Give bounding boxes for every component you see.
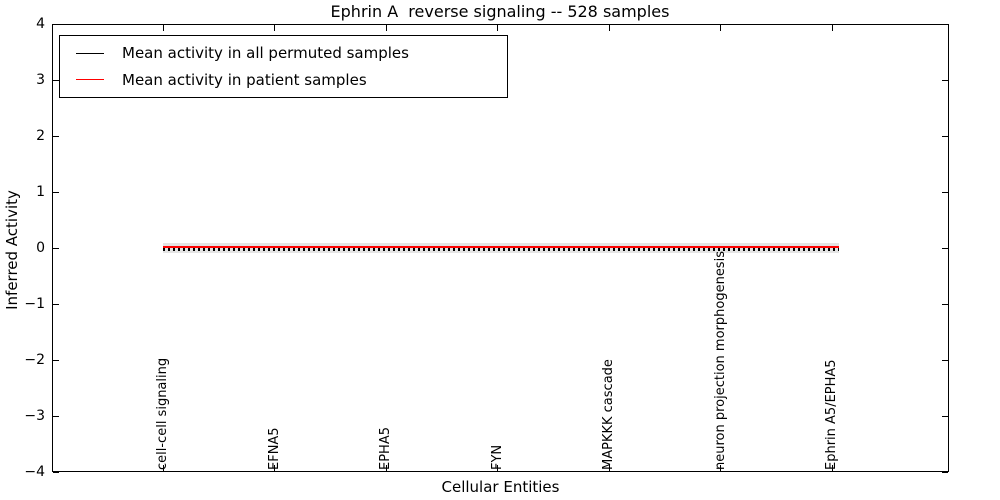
- y-tick-mark-left: [53, 303, 59, 305]
- y-tick-mark-right: [942, 23, 948, 25]
- legend-item: Mean activity in patient samples: [76, 71, 507, 89]
- legend-line-sample: [76, 52, 104, 55]
- y-tick-mark-right: [942, 359, 948, 361]
- x-tick-label: Ephrin A5/EPHA5: [824, 359, 839, 470]
- patient-mean-series-line: [163, 246, 839, 248]
- y-tick-label: 4: [36, 16, 45, 32]
- y-tick-mark-left: [53, 79, 59, 81]
- x-tick-mark-bottom: [274, 465, 275, 471]
- y-tick-mark-right: [942, 247, 948, 249]
- x-tick-label: cell-cell signaling: [155, 357, 170, 470]
- x-tick-mark-top: [274, 25, 275, 31]
- x-tick-mark-bottom: [497, 465, 498, 471]
- y-tick-mark-left: [53, 191, 59, 193]
- y-tick-mark-left: [53, 471, 59, 473]
- legend-rows: Mean activity in all permuted samples Mea…: [76, 36, 507, 97]
- y-tick-label: −4: [24, 464, 45, 480]
- chart-title: Ephrin A reverse signaling -- 528 sample…: [330, 2, 670, 21]
- x-tick-mark-bottom: [385, 465, 387, 471]
- y-tick-mark-right: [942, 415, 948, 417]
- x-tick-mark-top: [497, 25, 498, 31]
- y-tick-label: 1: [36, 184, 45, 200]
- legend-item-label: Mean activity in patient samples: [122, 70, 367, 89]
- y-tick-label: −1: [24, 296, 45, 312]
- y-tick-mark-right: [942, 135, 948, 137]
- y-tick-mark-left: [53, 135, 59, 137]
- y-tick-mark-left: [53, 247, 59, 249]
- x-tick-label: MAPKKK cascade: [601, 359, 616, 470]
- x-tick-mark-bottom: [162, 465, 164, 471]
- y-tick-mark-left: [53, 415, 59, 417]
- y-tick-mark-right: [942, 303, 948, 305]
- x-tick-mark-top: [162, 25, 164, 31]
- y-tick-mark-right: [942, 191, 948, 193]
- y-tick-mark-right: [942, 471, 948, 473]
- x-tick-mark-top: [385, 25, 387, 31]
- x-tick-mark-top: [608, 25, 610, 31]
- x-tick-mark-bottom: [720, 465, 721, 471]
- x-tick-mark-top: [720, 25, 721, 31]
- legend: Mean activity in all permuted samples Mea…: [59, 35, 508, 98]
- legend-item: Mean activity in all permuted samples: [76, 44, 507, 62]
- x-tick-mark-bottom: [831, 465, 833, 471]
- x-tick-label: EFNA5: [266, 427, 282, 470]
- x-tick-mark-bottom: [608, 465, 610, 471]
- y-tick-mark-left: [53, 23, 59, 25]
- x-axis-label: Cellular Entities: [441, 478, 560, 496]
- y-tick-label: 3: [36, 72, 45, 88]
- y-tick-mark-left: [53, 359, 59, 361]
- y-tick-label: −2: [24, 352, 45, 368]
- permuted-mean-series-line: [163, 247, 839, 251]
- y-tick-mark-right: [942, 79, 948, 81]
- x-tick-mark-top: [831, 25, 833, 31]
- legend-item-label: Mean activity in all permuted samples: [122, 44, 409, 63]
- x-tick-label: EPHA5: [378, 427, 393, 470]
- legend-line-sample: [76, 78, 104, 81]
- x-tick-label: neuron projection morphogenesis: [712, 251, 728, 470]
- y-tick-label: 0: [36, 240, 45, 256]
- y-tick-label: 2: [36, 128, 45, 144]
- x-tick-label: FYN: [489, 444, 505, 470]
- plot-area: [52, 24, 949, 472]
- y-tick-label: −3: [24, 408, 45, 424]
